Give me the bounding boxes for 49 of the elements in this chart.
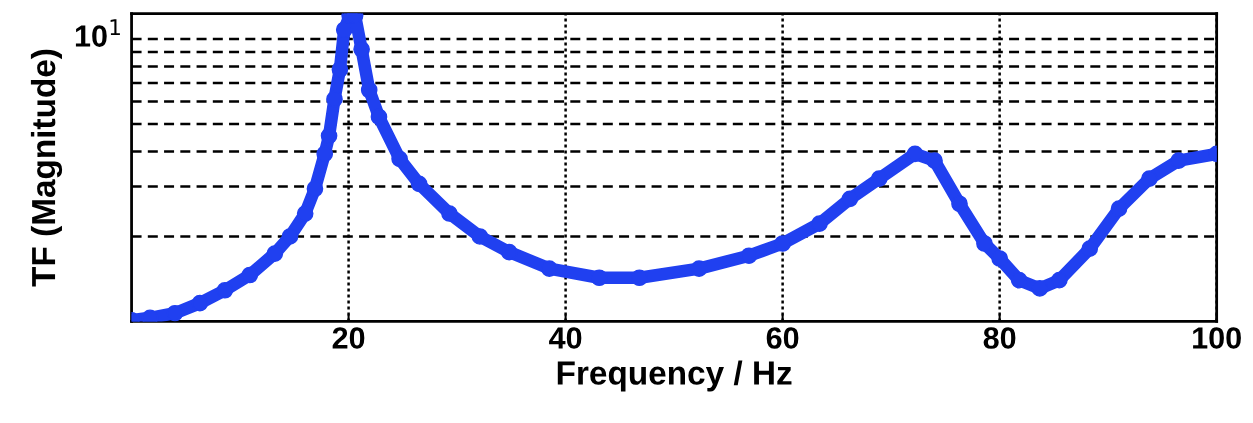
point [1110,200,1128,217]
point [316,145,334,163]
point [690,260,708,277]
x-tick-label: 60 [766,327,799,349]
point [391,150,408,168]
point [320,127,338,145]
point [540,260,558,277]
point [241,266,259,284]
point [281,228,299,245]
point [906,145,924,163]
point [1081,240,1099,258]
point [870,170,888,188]
point [951,195,968,213]
point [991,250,1008,267]
point [740,247,758,265]
point [296,205,314,222]
point [1031,280,1049,297]
point [1170,152,1188,169]
point [191,294,209,312]
point [631,269,648,287]
point [471,228,489,245]
x-tick-label: 20 [332,327,365,349]
point [326,90,343,108]
point [774,235,791,252]
point [1050,271,1068,289]
point [410,175,428,193]
point [266,245,284,262]
point [360,81,378,99]
point [166,304,184,322]
x-tick-label: 100 [1193,327,1241,349]
point [841,190,859,208]
x-axis-title: Frequency / Hz [557,360,792,392]
point [1141,170,1158,188]
x-tick-label: 40 [549,327,582,349]
point [370,108,388,126]
y-axis-title: TF (Magnitude) [30,49,63,287]
x-tick-label: 80 [983,327,1016,349]
point [976,235,993,252]
point [926,152,943,169]
point [353,40,370,58]
point [590,269,608,287]
point [811,215,828,232]
ref-line-label: 10$^{1}$ [75,19,120,47]
point [500,243,518,261]
point [216,281,234,299]
point [306,180,324,198]
point [441,205,458,222]
point [331,61,349,78]
point [1010,271,1028,289]
